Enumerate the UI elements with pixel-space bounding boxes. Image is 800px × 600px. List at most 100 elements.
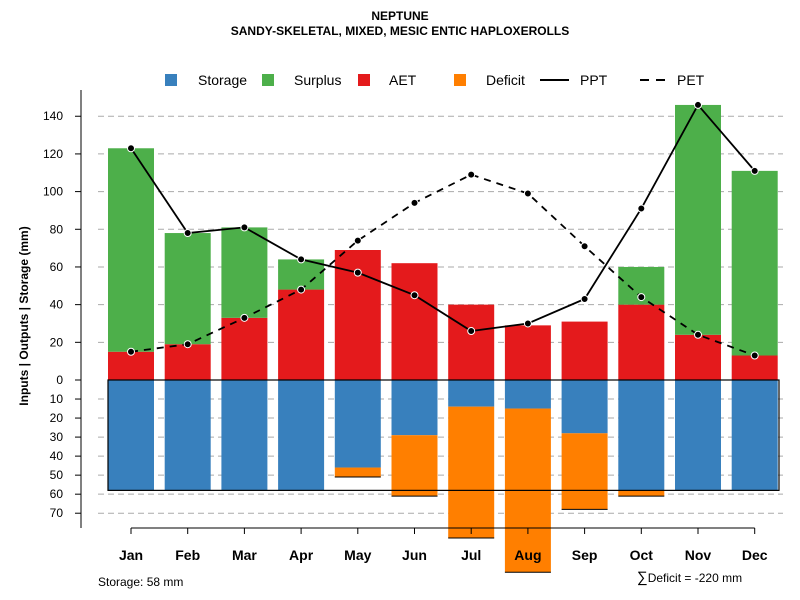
deficit-bar	[334, 467, 381, 478]
ppt-point	[467, 327, 476, 336]
total-deficit-note: ∑Deficit = -220 mm	[637, 569, 742, 586]
aet-bar	[448, 304, 495, 380]
ppt-point	[297, 255, 306, 264]
ppt-point	[637, 204, 646, 213]
y-tick-label: 120	[43, 147, 63, 161]
storage-capacity-box	[107, 379, 780, 491]
deficit-bar	[391, 435, 438, 497]
deficit-bar	[561, 433, 608, 510]
legend-label-ppt: PPT	[580, 72, 608, 88]
y-tick-label: 0	[56, 373, 63, 387]
x-tick-label: Apr	[289, 547, 314, 563]
x-tick-label: Nov	[685, 547, 712, 563]
storage-bar	[108, 380, 154, 491]
legend-label-storage: Storage	[198, 72, 247, 88]
ppt-point	[410, 291, 419, 300]
y-axis-label: Inputs | Outputs | Storage (mm)	[17, 226, 31, 405]
ppt-line	[130, 103, 756, 332]
y-tick-label: 40	[50, 449, 64, 463]
pet-point	[694, 330, 702, 339]
ppt-point	[127, 144, 135, 153]
pet-point	[637, 293, 646, 302]
aet-bar	[675, 334, 721, 380]
aet-bar	[618, 304, 665, 380]
aet-bar	[221, 317, 268, 380]
x-tick-label: Aug	[514, 547, 541, 563]
x-tick-label: Jan	[119, 547, 143, 563]
total-deficit-text: Deficit = -220 mm	[647, 571, 743, 585]
storage-bar	[278, 380, 325, 491]
y-tick-label: 30	[50, 430, 64, 444]
surplus-bar	[108, 148, 154, 352]
legend-swatch-deficit	[454, 74, 466, 86]
y-tick-label: 60	[50, 487, 64, 501]
y-tick-label: 70	[50, 506, 64, 520]
pet-line	[130, 173, 756, 357]
aet-bar	[108, 351, 154, 380]
storage-bar	[675, 380, 721, 491]
aet-bar	[164, 344, 211, 380]
surplus-bar	[278, 259, 325, 290]
surplus-bar	[731, 170, 778, 356]
storage-bar	[334, 380, 381, 468]
ppt-point	[694, 100, 702, 109]
pet-point	[240, 313, 249, 322]
pet-point	[580, 242, 589, 251]
storage-bar	[391, 380, 438, 436]
pet-point	[183, 340, 192, 349]
y-tick-label: 100	[43, 185, 63, 199]
aet-bar	[504, 325, 551, 380]
x-tick-label: Jul	[461, 547, 481, 563]
storage-bar	[164, 380, 211, 491]
legend-label-deficit: Deficit	[486, 72, 525, 88]
y-tick-label: 50	[50, 468, 64, 482]
chart-title: NEPTUNE	[371, 9, 429, 23]
pet-point	[297, 285, 306, 294]
ppt-point	[240, 223, 249, 232]
surplus-bar	[221, 227, 268, 318]
x-tick-label: May	[344, 547, 371, 563]
storage-bar	[504, 380, 551, 409]
deficit-bar	[618, 490, 665, 497]
surplus-bar	[164, 233, 211, 345]
storage-bar	[221, 380, 268, 491]
aet-bar	[278, 289, 325, 380]
legend-label-aet: AET	[389, 72, 417, 88]
sum-symbol: ∑	[637, 569, 648, 586]
ppt-point	[580, 294, 589, 303]
y-tick-label: 20	[50, 411, 64, 425]
storage-bar	[448, 380, 495, 407]
surplus-bar	[675, 104, 721, 335]
pet-point	[127, 347, 135, 356]
legend-swatch-surplus	[262, 74, 274, 86]
y-tick-label: 20	[50, 335, 64, 349]
y-tick-label: 80	[50, 222, 64, 236]
legend-swatch-aet	[358, 74, 370, 86]
x-tick-label: Sep	[572, 547, 598, 563]
storage-bar	[561, 380, 608, 434]
ppt-point	[353, 268, 362, 277]
aet-bar	[391, 263, 438, 380]
storage-capacity-note: Storage: 58 mm	[98, 575, 184, 589]
aet-bar	[731, 355, 778, 380]
pet-point	[523, 189, 532, 198]
aet-bar	[561, 321, 608, 380]
x-tick-label: Mar	[232, 547, 257, 563]
legend-swatch-storage	[165, 74, 177, 86]
pet-point	[467, 170, 476, 179]
chart-subtitle: SANDY-SKELETAL, MIXED, MESIC ENTIC HAPLO…	[230, 24, 570, 38]
x-tick-label: Dec	[742, 547, 768, 563]
x-tick-label: Oct	[630, 547, 654, 563]
pet-point	[353, 236, 362, 245]
y-tick-label: 140	[43, 109, 63, 123]
storage-bar	[618, 380, 665, 491]
ppt-point	[750, 166, 759, 175]
x-tick-label: Feb	[175, 547, 200, 563]
y-tick-label: 40	[50, 298, 64, 312]
pet-point	[750, 351, 759, 360]
legend-label-pet: PET	[677, 72, 705, 88]
storage-bar	[731, 380, 778, 491]
ppt-point	[183, 229, 192, 238]
pet-point	[410, 198, 419, 207]
